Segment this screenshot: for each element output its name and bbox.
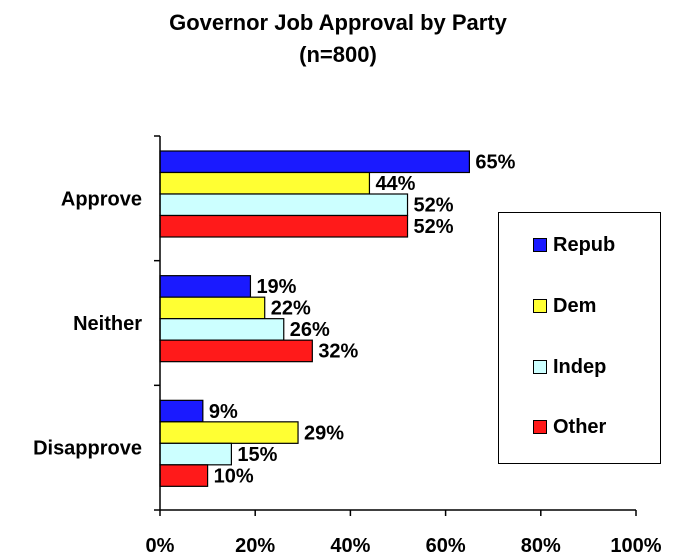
- legend-swatch-repub: [533, 238, 547, 252]
- legend-swatch-indep: [533, 360, 547, 374]
- chart-subtitle: (n=800): [299, 42, 377, 67]
- bar-indep-neither: [159, 318, 285, 341]
- legend-item-other: Other: [533, 415, 607, 438]
- bar-other-approve: [159, 214, 409, 238]
- value-label: 32%: [318, 341, 358, 363]
- bar-indep-approve: [159, 193, 409, 217]
- bar-other-neither: [159, 339, 313, 363]
- value-label: 19%: [256, 276, 296, 298]
- x-tick-label: 100%: [610, 535, 661, 557]
- legend-item-repub: Repub: [533, 233, 616, 256]
- bar-repub-neither: [159, 275, 252, 298]
- value-label: 15%: [237, 444, 277, 466]
- legend: Repub Dem Indep Other: [498, 212, 661, 464]
- chart-title: Governor Job Approval by Party: [169, 10, 507, 35]
- value-label: 52%: [414, 216, 454, 238]
- x-tick-label: 20%: [235, 535, 275, 557]
- x-tick-label: 0%: [146, 535, 175, 557]
- legend-label-other: Other: [553, 415, 607, 438]
- legend-label-indep: Indep: [553, 355, 607, 378]
- category-label-neither: Neither: [73, 313, 142, 335]
- legend-label-repub: Repub: [553, 233, 616, 256]
- value-label: 10%: [214, 465, 254, 487]
- category-label-approve: Approve: [61, 188, 142, 210]
- value-label: 65%: [475, 152, 515, 174]
- bar-dem-approve: [159, 171, 371, 195]
- category-label-disapprove: Disapprove: [33, 438, 142, 460]
- legend-label-dem: Dem: [553, 294, 597, 317]
- value-label: 22%: [271, 298, 311, 320]
- bar-dem-disapprove: [159, 421, 299, 444]
- bar-other-disapprove: [159, 464, 209, 487]
- bar-dem-neither: [159, 296, 266, 320]
- bar-repub-approve: [159, 150, 470, 174]
- legend-swatch-other: [533, 420, 547, 434]
- legend-item-indep: Indep: [533, 355, 607, 378]
- value-label: 52%: [414, 195, 454, 217]
- value-label: 44%: [375, 173, 415, 195]
- legend-swatch-dem: [533, 299, 547, 313]
- x-tick-label: 80%: [521, 535, 561, 557]
- bar-repub-disapprove: [159, 399, 204, 423]
- value-label: 29%: [304, 422, 344, 444]
- x-tick-label: 60%: [426, 535, 466, 557]
- value-label: 9%: [209, 401, 238, 423]
- bar-indep-disapprove: [159, 442, 233, 466]
- legend-item-dem: Dem: [533, 294, 597, 317]
- value-label: 26%: [290, 319, 330, 341]
- x-tick-label: 40%: [330, 535, 370, 557]
